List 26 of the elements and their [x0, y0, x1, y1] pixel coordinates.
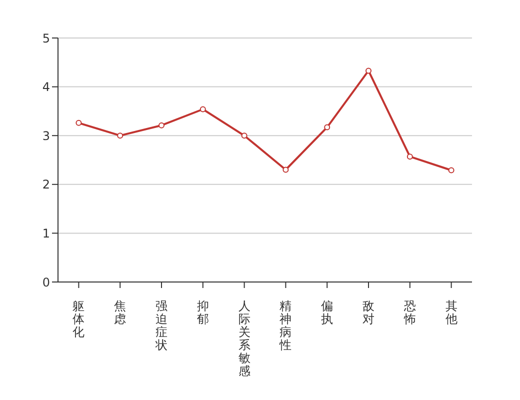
- point: [366, 68, 372, 74]
- y-tick-label: 5: [42, 31, 50, 46]
- y-tick-label: 1: [42, 226, 50, 240]
- x-tick-label: 其他: [445, 299, 458, 326]
- x-tick-label: 人际关系敏感: [238, 299, 250, 378]
- point: [448, 167, 454, 174]
- point: [324, 124, 330, 130]
- point: [282, 166, 289, 173]
- x-tick-label: 敌对: [362, 299, 374, 326]
- x-tick-label: 强迫症状: [154, 299, 168, 352]
- x-tick-label: 躯体化: [72, 299, 85, 339]
- x-tick-label: 精神病性: [278, 299, 292, 352]
- point: [117, 132, 124, 139]
- y-tick-label: 4: [42, 80, 50, 94]
- x-tick-label: 偏执: [321, 299, 334, 326]
- point: [406, 154, 413, 160]
- x-tick-label: 抑郁: [196, 299, 209, 326]
- point: [158, 122, 164, 128]
- y-tick-label: 3: [42, 128, 50, 143]
- x-tick-label: 恐怖: [402, 299, 416, 326]
- y-tick-label: 2: [42, 178, 50, 192]
- x-tick-label: 焦虑: [114, 299, 126, 326]
- point: [76, 120, 82, 126]
- point: [200, 106, 206, 112]
- point: [241, 132, 248, 139]
- y-tick-label: 0: [42, 275, 50, 290]
